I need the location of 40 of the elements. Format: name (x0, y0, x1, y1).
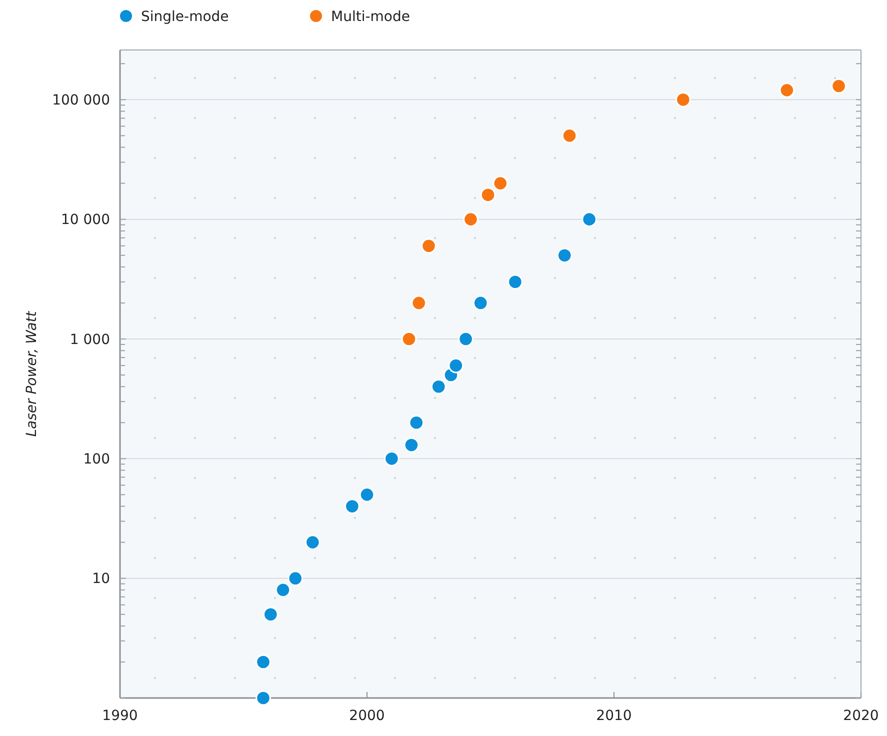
y-axis-title: Laser Power, Watt (24, 310, 40, 437)
point (288, 570, 304, 586)
point (408, 414, 424, 430)
y-tick-label: 100 (83, 452, 110, 468)
y-tick-label: 100 000 (52, 92, 110, 109)
y-tick-label: 10 (92, 571, 110, 588)
point (256, 654, 271, 670)
point (556, 248, 572, 263)
point (508, 274, 523, 290)
point (421, 238, 436, 254)
point (448, 358, 464, 374)
point (492, 176, 508, 191)
point (831, 78, 846, 94)
y-tick-label: 1 000 (70, 332, 110, 348)
x-tick-label: 1990 (102, 708, 138, 724)
legend-label: Multi-mode (331, 8, 410, 25)
point (305, 534, 320, 550)
point (676, 92, 691, 108)
point (256, 690, 271, 706)
point (359, 487, 375, 502)
x-tick-label: 2020 (843, 708, 879, 724)
point (430, 378, 446, 394)
x-tick-label: 2000 (349, 708, 385, 724)
point (582, 212, 597, 227)
point (411, 295, 427, 311)
point (480, 187, 496, 203)
x-tick-label: 2010 (596, 708, 632, 724)
point (384, 451, 400, 466)
point (404, 437, 420, 453)
point (401, 331, 417, 347)
point (263, 606, 278, 622)
point (463, 212, 478, 227)
point (779, 82, 795, 98)
point (344, 498, 360, 514)
point (458, 331, 474, 347)
y-tick-label: 10 000 (61, 212, 110, 228)
legend-label: Single-mode (141, 8, 229, 25)
point (275, 582, 291, 598)
point (472, 295, 488, 311)
point (562, 128, 578, 144)
